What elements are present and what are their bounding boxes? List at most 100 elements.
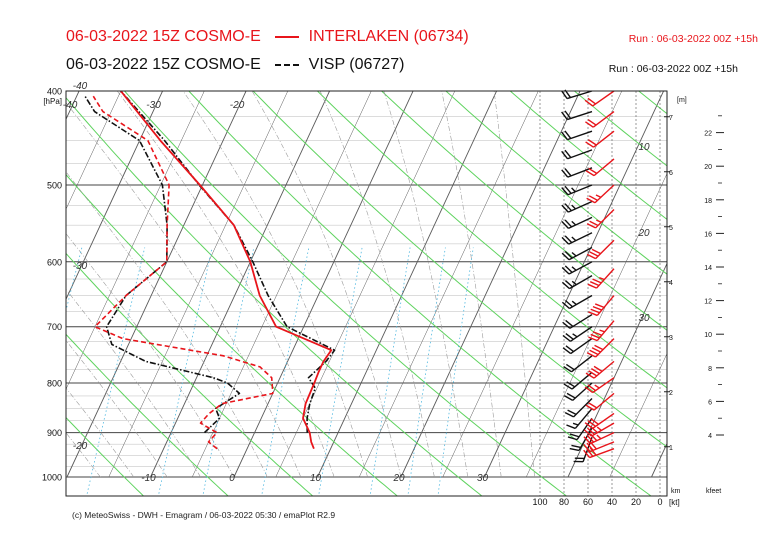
mixing-ratio-line	[318, 247, 363, 496]
wind-barb-flag	[567, 409, 577, 416]
visp-wind-barb	[563, 355, 593, 373]
interlaken-dewpoint-line	[92, 95, 274, 450]
wind-barb-flag	[565, 332, 574, 340]
mixing-ratio-label: 20	[637, 228, 650, 239]
height-kfeet-label: 18	[704, 198, 712, 205]
visp-wind-barb	[561, 200, 593, 213]
pressure-tick-label: 900	[47, 428, 62, 438]
wind-barb-flag	[566, 424, 576, 430]
wind-scale-unit: [kt]	[669, 498, 680, 507]
wind-barb-flag	[587, 119, 597, 126]
height-kfeet-label: 8	[708, 366, 712, 373]
isotherm-label-top: -40	[63, 100, 78, 111]
wind-scale-tick: 80	[559, 497, 569, 507]
wind-barb-flag	[592, 331, 603, 336]
interlaken-wind-barb	[585, 130, 615, 148]
mixing-ratio-line	[407, 247, 446, 496]
isotherm-line	[192, 91, 372, 478]
dry-adiabat-line	[66, 96, 483, 496]
visp-wind-barb	[561, 261, 593, 275]
wind-barb-flag	[561, 150, 569, 160]
dry-adiabat-line	[66, 333, 229, 496]
wind-barb-flag	[586, 253, 596, 260]
visp-wind-barb	[561, 232, 593, 245]
pressure-axis-label: [hPa]	[43, 97, 62, 106]
wind-barb-flag	[587, 139, 597, 146]
dry-adiabat-line	[66, 252, 314, 496]
dry-adiabat-line	[380, 91, 667, 331]
interlaken-wind-barb	[587, 268, 615, 289]
wind-barb-staff	[568, 232, 593, 245]
visp-wind-barb	[564, 398, 593, 418]
wind-barb-flag	[589, 251, 599, 257]
wind-barb-half-flag	[571, 204, 577, 210]
isotherm-label-bottom: 10	[310, 473, 322, 484]
wind-barb-half-flag	[572, 333, 578, 338]
wind-barb-flag	[585, 404, 595, 411]
interlaken-wind-barb	[584, 412, 615, 429]
visp-wind-barb	[562, 313, 593, 329]
title2-left: 06-03-2022 15Z COSMO-E	[66, 56, 261, 73]
wind-barb-flag	[588, 336, 598, 342]
wind-barb-flag	[591, 347, 601, 353]
wind-barb-half-flag	[596, 219, 602, 223]
wind-barb-flag	[588, 311, 598, 317]
wind-barb-flag	[565, 319, 574, 327]
wind-barb-staff	[593, 158, 615, 177]
wind-barb-half-flag	[596, 434, 602, 440]
wind-barb-staff	[570, 326, 593, 342]
wind-barb-flag	[590, 333, 600, 339]
visp-wind-barb	[561, 167, 593, 178]
isotherm-label-left: -40	[73, 81, 88, 92]
wind-barb-flag	[564, 203, 572, 212]
wind-barb-flag	[585, 372, 595, 379]
isotherm-label-top: -20	[230, 100, 245, 111]
wind-barb-flag	[587, 384, 596, 392]
interlaken-temperature-line	[120, 91, 333, 450]
wind-barb-flag	[561, 301, 570, 310]
interlaken-wind-barb	[585, 392, 615, 411]
isotherm-line	[66, 91, 122, 210]
wind-barb-flag	[561, 204, 569, 213]
visp-wind-barb	[561, 294, 593, 310]
height-kfeet-unit: kfeet	[706, 488, 721, 495]
wind-barb-flag	[586, 434, 595, 443]
wind-barb-half-flag	[571, 266, 577, 271]
wind-barb-flag	[587, 97, 596, 105]
wind-barb-staff	[568, 246, 593, 261]
wind-barb-flag	[564, 149, 572, 159]
wind-barb-staff	[567, 184, 593, 196]
wind-barb-flag	[586, 352, 596, 358]
wind-barb-flag	[587, 283, 597, 289]
moist-adiabat-line	[66, 339, 168, 478]
height-km-label: 2	[669, 390, 673, 397]
moist-adiabat-line	[66, 288, 201, 478]
title2-right: VISP (06727)	[308, 56, 405, 73]
isotherm-line	[66, 91, 247, 478]
wind-scale-tick: 60	[583, 497, 593, 507]
wind-barb-staff	[568, 216, 593, 230]
isotherm-label-bottom: -10	[141, 473, 156, 484]
visp-wind-barb	[561, 130, 593, 141]
wind-barb-flag	[594, 303, 605, 309]
wind-barb-flag	[564, 110, 572, 119]
wind-barb-flag	[561, 252, 570, 261]
wind-barb-flag	[587, 420, 596, 427]
wind-barb-flag	[561, 221, 569, 229]
wind-barb-flag	[564, 251, 573, 259]
wind-barb-flag	[564, 395, 574, 402]
wind-barb-flag	[583, 429, 592, 437]
wind-barb-staff	[589, 441, 615, 453]
height-kfeet-label: 12	[704, 299, 712, 306]
wind-barb-flag	[564, 219, 573, 228]
height-km-label: 6	[669, 170, 673, 177]
height-km-label: 7	[669, 115, 673, 122]
wind-barb-flag	[561, 90, 568, 100]
wind-scale-tick: 40	[607, 497, 617, 507]
height-kfeet-label: 16	[704, 231, 712, 238]
height-km-axis-unit: km	[671, 488, 681, 495]
wind-barb-flag	[564, 299, 573, 308]
wind-barb-flag	[561, 169, 569, 178]
wind-barb-flag	[563, 383, 573, 390]
